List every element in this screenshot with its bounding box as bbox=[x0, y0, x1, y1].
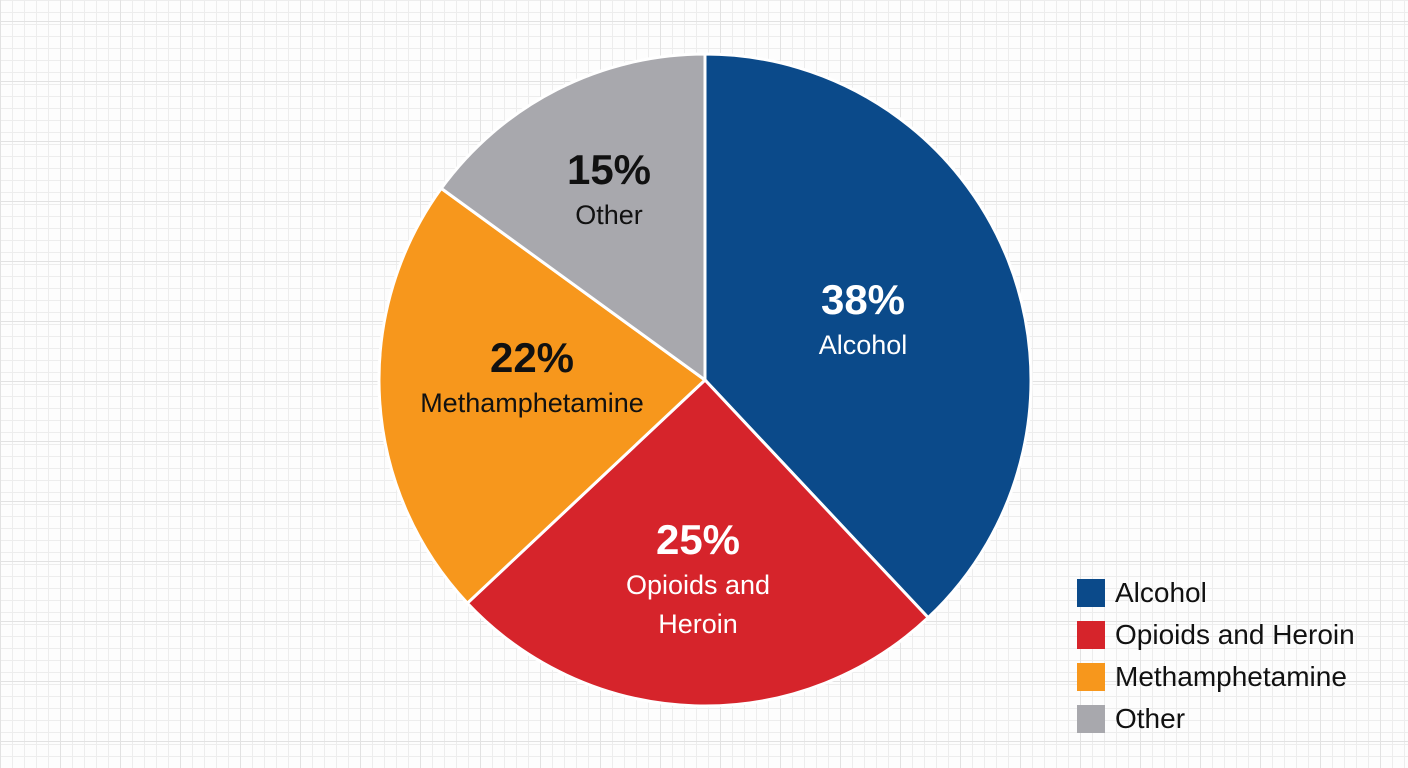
data-label-percent: 38% bbox=[821, 276, 905, 323]
pie-slice-other bbox=[439, 52, 707, 383]
data-label-percent: 25% bbox=[656, 516, 740, 563]
pie-slice-alcohol bbox=[703, 52, 1033, 620]
data-label-category: Opioids and bbox=[626, 570, 770, 600]
legend-item-methamphetamine: Methamphetamine bbox=[1077, 656, 1355, 698]
legend-swatch bbox=[1077, 579, 1105, 607]
legend-label: Alcohol bbox=[1115, 577, 1207, 608]
data-label-category: Heroin bbox=[658, 609, 738, 639]
legend-swatch bbox=[1077, 705, 1105, 733]
pie-slice-opioids-and-heroin bbox=[465, 377, 931, 708]
legend-item-other: Other bbox=[1077, 698, 1355, 740]
legend: Alcohol Opioids and Heroin Methamphetami… bbox=[1077, 572, 1355, 740]
legend-label: Opioids and Heroin bbox=[1115, 619, 1355, 650]
data-label-category: Other bbox=[575, 200, 643, 230]
pie-slice-methamphetamine bbox=[377, 186, 708, 606]
data-label-category: Alcohol bbox=[819, 330, 908, 360]
legend-item-alcohol: Alcohol bbox=[1077, 572, 1355, 614]
data-label-percent: 22% bbox=[490, 334, 574, 381]
legend-swatch bbox=[1077, 621, 1105, 649]
legend-swatch bbox=[1077, 663, 1105, 691]
legend-item-opioids: Opioids and Heroin bbox=[1077, 614, 1355, 656]
legend-label: Other bbox=[1115, 703, 1186, 734]
data-label-category: Methamphetamine bbox=[420, 388, 644, 418]
data-label-percent: 15% bbox=[567, 146, 651, 193]
legend-label: Methamphetamine bbox=[1115, 661, 1347, 692]
